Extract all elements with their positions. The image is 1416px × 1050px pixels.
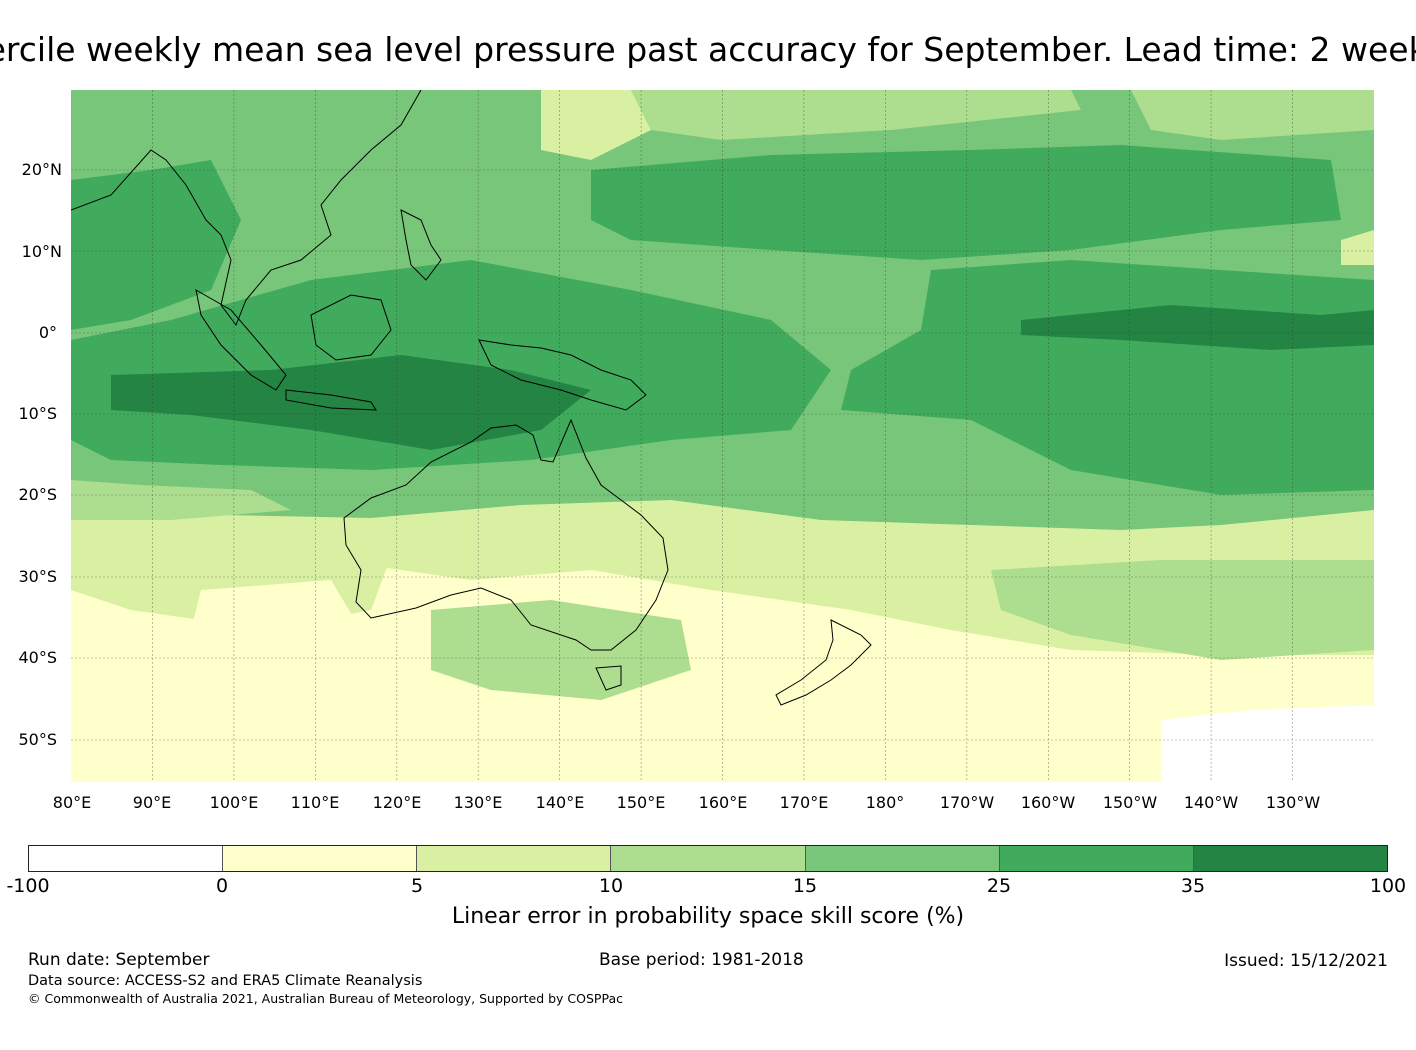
issued-date: Issued: 15/12/2021 xyxy=(1224,951,1388,971)
colorbar-segment xyxy=(611,846,806,871)
lon-tick-label: 140°W xyxy=(1183,793,1239,812)
colorbar-tick: 10 xyxy=(598,875,624,897)
lon-tick-label: 150°E xyxy=(616,793,666,812)
tasmania-coastline xyxy=(595,665,622,691)
lat-tick-label: 10°N xyxy=(21,242,62,261)
lon-tick-label: 170°E xyxy=(779,793,829,812)
lat-tick-label: 50°S xyxy=(18,730,57,749)
colorbar-tick: -100 xyxy=(6,875,50,897)
map-title: Tercile weekly mean sea level pressure p… xyxy=(0,30,1416,69)
lon-tick-label: 120°E xyxy=(372,793,422,812)
lon-tick-label: 180° xyxy=(865,793,905,812)
colorbar-segment xyxy=(999,846,1194,871)
lat-tick-label: 20°S xyxy=(18,485,57,504)
colorbar-segment xyxy=(417,846,612,871)
lat-tick-label: 30°S xyxy=(18,567,57,586)
borneo-coastline xyxy=(310,294,392,361)
colorbar-segment xyxy=(223,846,418,871)
lon-tick-label: 130°W xyxy=(1265,793,1321,812)
colorbar-tick: 25 xyxy=(986,875,1012,897)
lon-tick-label: 160°E xyxy=(698,793,748,812)
lat-tick-label: 40°S xyxy=(18,648,57,667)
copyright: © Commonwealth of Australia 2021, Austra… xyxy=(28,991,623,1006)
sumatra-coastline xyxy=(195,289,287,391)
lon-tick-label: 100°E xyxy=(209,793,259,812)
java-coastline xyxy=(285,389,377,411)
philippines-coastline xyxy=(400,209,442,281)
asia-coastline xyxy=(71,90,422,327)
lon-tick-label: 90°E xyxy=(132,793,172,812)
colorbar-tick: 35 xyxy=(1180,875,1206,897)
lat-tick-label: 0° xyxy=(38,323,57,342)
colorbar-tick: 0 xyxy=(215,875,229,897)
coastlines xyxy=(71,90,872,706)
colorbar-tick: 15 xyxy=(792,875,818,897)
lat-tick-label: 10°S xyxy=(18,404,57,423)
lat-tick-label: 20°N xyxy=(21,160,62,179)
colorbar-segment xyxy=(805,846,1000,871)
lon-tick-label: 170°W xyxy=(939,793,995,812)
lon-tick-label: 110°E xyxy=(290,793,340,812)
new-zealand-coastline xyxy=(775,619,872,706)
skill-score-map xyxy=(71,90,1374,782)
colorbar-segment xyxy=(29,846,224,871)
australia-coastline xyxy=(343,418,669,651)
new-guinea-coastline xyxy=(478,339,647,411)
data-source: Data source: ACCESS-S2 and ERA5 Climate … xyxy=(28,973,423,989)
colorbar-tick: 100 xyxy=(1369,875,1407,897)
lon-tick-label: 160°W xyxy=(1020,793,1076,812)
colorbar-tick: 5 xyxy=(410,875,424,897)
lon-tick-label: 130°E xyxy=(453,793,503,812)
lon-tick-label: 140°E xyxy=(535,793,585,812)
run-date: Run date: September xyxy=(28,950,210,970)
base-period: Base period: 1981-2018 xyxy=(599,950,804,970)
lon-tick-label: 150°W xyxy=(1102,793,1158,812)
colorbar-label: Linear error in probability space skill … xyxy=(451,904,965,929)
colorbar-segment xyxy=(1193,846,1387,871)
graticule xyxy=(71,90,1374,782)
map-canvas xyxy=(71,90,1374,782)
colorbar xyxy=(28,845,1388,872)
lon-tick-label: 80°E xyxy=(52,793,92,812)
